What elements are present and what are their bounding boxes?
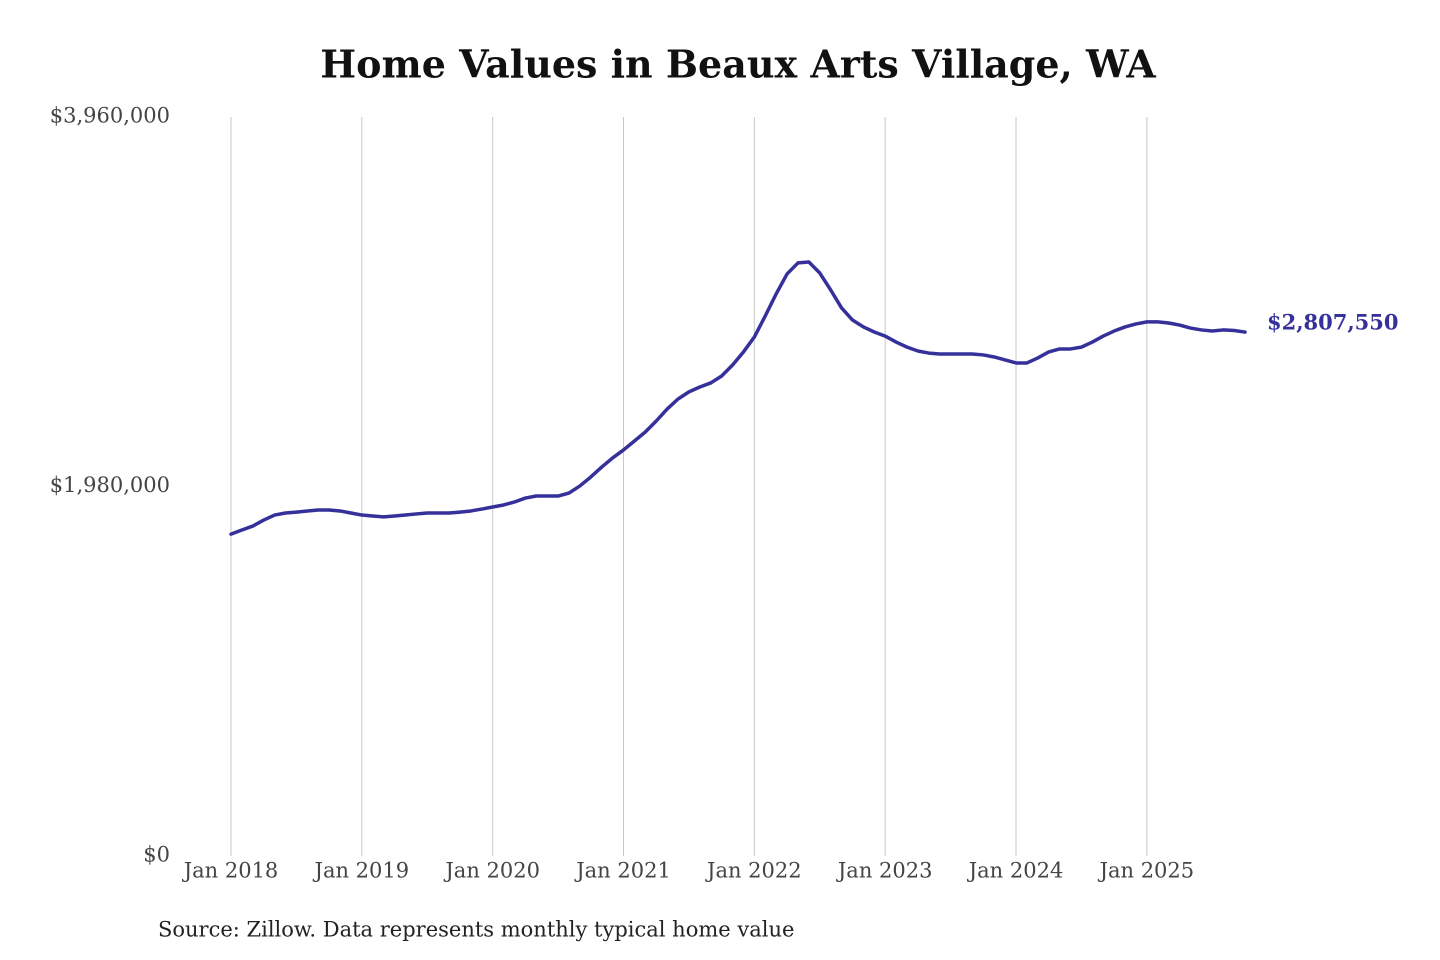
x-tick-label: Jan 2019 — [313, 859, 410, 883]
x-tick-label: Jan 2025 — [1098, 859, 1195, 883]
x-tick-label: Jan 2023 — [836, 859, 933, 883]
x-tick-label: Jan 2018 — [182, 859, 279, 883]
source-note: Source: Zillow. Data represents monthly … — [158, 918, 794, 942]
x-tick-label: Jan 2020 — [443, 859, 540, 883]
x-tick-label: Jan 2021 — [574, 859, 671, 883]
y-tick-label: $1,980,000 — [50, 473, 170, 497]
x-tick-label: Jan 2022 — [705, 859, 802, 883]
y-tick-label: $3,960,000 — [50, 104, 170, 128]
value-label: $2,807,550 — [1267, 310, 1399, 335]
y-tick-label: $0 — [143, 843, 170, 867]
line — [229, 260, 1247, 536]
chart-title: Home Values in Beaux Arts Village, WA — [320, 42, 1156, 87]
x-tick-label: Jan 2024 — [967, 859, 1064, 883]
